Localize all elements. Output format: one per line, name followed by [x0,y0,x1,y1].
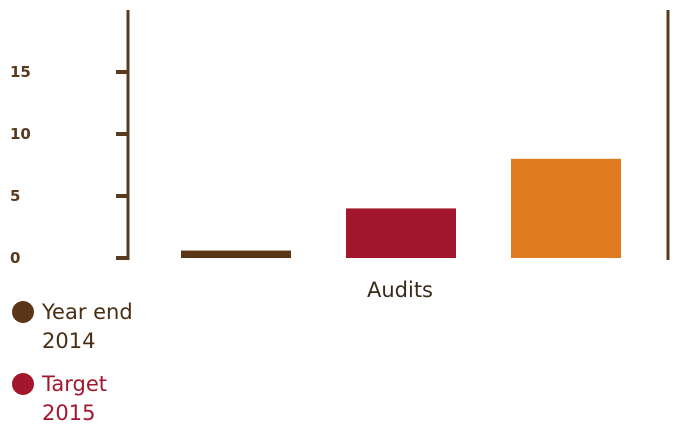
y-tick-label: 10 [10,125,31,143]
legend-label: Year end 2014 [42,300,133,353]
x-category-label: Audits [367,278,433,300]
bars [181,158,621,258]
legend-label: Target 2015 [42,372,107,425]
legend-item-target-2015: Target 2015 [12,370,182,428]
bar-chart: 0 5 10 15 Audits [10,10,670,300]
bar-series-3 [511,158,621,258]
bar-series-2 [346,208,456,258]
legend-dot [12,373,34,395]
y-tick-label: 15 [10,63,31,81]
legend-item-year-end-2014: Year end 2014 [12,298,182,356]
bar-series-1 [181,250,291,258]
legend-dot [12,301,34,323]
y-tick-label: 0 [10,249,20,267]
y-axis-ticks: 0 5 10 15 [10,63,128,267]
y-tick-label: 5 [10,187,20,205]
